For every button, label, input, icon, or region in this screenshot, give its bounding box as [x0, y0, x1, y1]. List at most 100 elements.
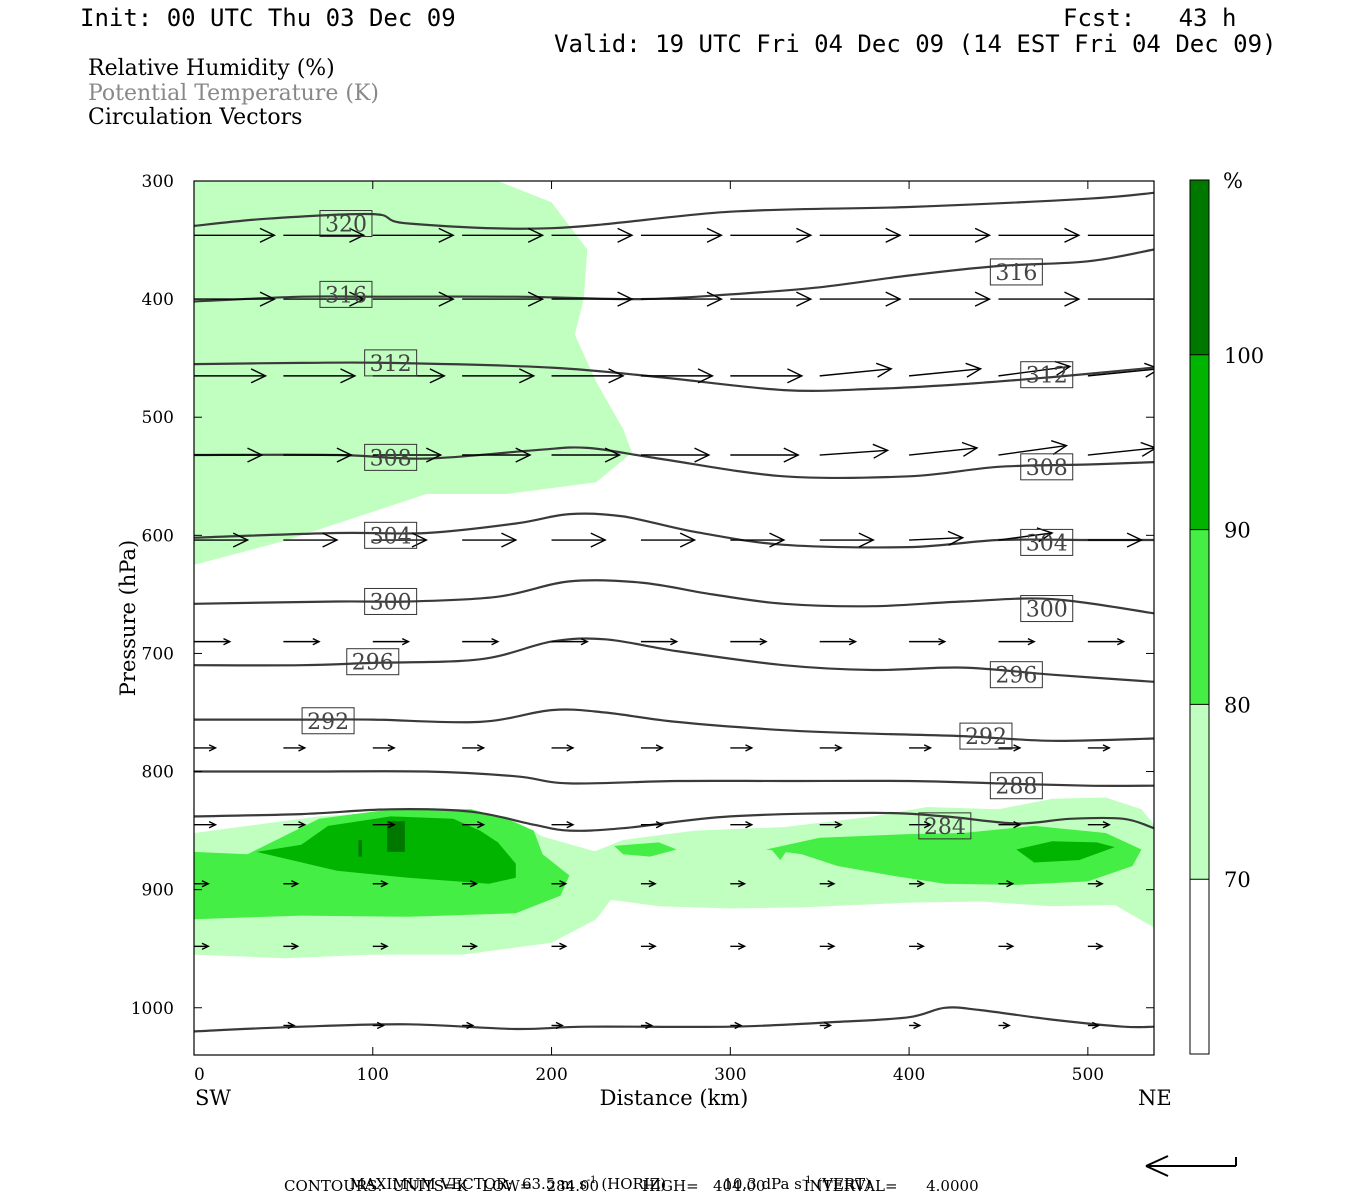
vector-head	[655, 820, 665, 829]
vector-shaft	[1087, 368, 1154, 377]
valid-time: Valid: 19 UTC Fri 04 Dec 09 (14 EST Fri …	[554, 30, 1277, 58]
vector-head	[1144, 362, 1154, 378]
contour-label-284: 284	[918, 812, 972, 840]
vector-head	[827, 942, 836, 951]
circulation-vector	[372, 820, 396, 829]
circulation-vector	[462, 447, 532, 463]
circulation-vector	[1087, 1021, 1101, 1030]
vector-head	[387, 744, 396, 752]
vector-head	[223, 637, 232, 646]
vector-shaft	[998, 444, 1067, 456]
circulation-vector	[640, 532, 697, 548]
circulation-vector	[909, 637, 947, 646]
circulation-vector	[998, 291, 1081, 307]
circulation-vector	[909, 441, 979, 457]
vector-head	[823, 1021, 833, 1030]
colorbar-segment	[1190, 704, 1209, 880]
contour-label-box	[301, 707, 355, 735]
colorbar-segment	[1190, 180, 1209, 355]
circulation-vector	[730, 820, 754, 829]
circulation-vector	[283, 820, 307, 829]
vector-head	[429, 368, 446, 384]
colorbar-label: 90	[1224, 519, 1251, 543]
vector-head	[961, 441, 979, 457]
circulation-vector	[283, 291, 366, 307]
contour-label-box	[364, 587, 418, 615]
circulation-vector	[730, 532, 786, 548]
vector-head	[466, 1021, 475, 1030]
vector-head	[201, 880, 210, 888]
theta-contour-300	[194, 579, 1154, 615]
vector-head	[617, 291, 634, 307]
circulation-vector	[283, 532, 339, 548]
vector-head	[476, 820, 486, 829]
colorbar-unit: %	[1223, 169, 1243, 193]
circulation-vector	[551, 942, 568, 951]
circulation-vector	[1087, 291, 1154, 307]
contour-label-text: 320	[325, 213, 367, 238]
contour-label-box	[319, 210, 373, 238]
contour-label-312-right: 312	[1020, 361, 1074, 389]
circulation-vector	[909, 530, 965, 546]
circulation-vector	[194, 880, 210, 888]
circulation-vector	[819, 942, 836, 951]
colorbar-segment	[1190, 354, 1209, 530]
circulation-vector	[819, 532, 875, 548]
rh-80-90-low-mid	[614, 842, 677, 857]
vector-head	[1054, 360, 1072, 376]
vector-head	[645, 1021, 654, 1030]
circulation-vector	[998, 360, 1072, 377]
circulation-vector	[194, 227, 277, 243]
vector-head	[515, 447, 532, 463]
circulation-vector	[194, 820, 218, 829]
circulation-vector	[194, 447, 264, 463]
contour-label-box	[1020, 361, 1074, 389]
circulation-vector	[819, 227, 902, 243]
circulation-vector	[909, 820, 933, 829]
contour-label-text: 292	[965, 725, 1007, 750]
vector-head	[834, 820, 843, 829]
vector-head	[913, 1021, 922, 1030]
contour-label-box	[989, 661, 1043, 689]
vector-shaft	[1087, 447, 1154, 456]
circulation-vector	[640, 291, 724, 307]
vector-head	[438, 291, 455, 307]
circulation-vector	[372, 942, 389, 951]
vector-head	[679, 532, 697, 548]
vector-shaft	[998, 532, 1053, 541]
vector-head	[1126, 532, 1144, 548]
vector-head	[247, 447, 264, 463]
vector-head	[559, 880, 568, 888]
y-tick-label: 300	[142, 172, 174, 192]
y-tick-label: 500	[142, 408, 174, 428]
vector-head	[349, 291, 366, 307]
legend-circulation-vectors: Circulation Vectors	[88, 105, 303, 130]
vert-exponent: -1	[801, 1175, 812, 1186]
contours-info: CONTOURS: UNITS=K LOW= 284.00 HIGH= 404.…	[284, 1177, 979, 1195]
circulation-vector	[372, 227, 455, 243]
contour-label-text: 308	[370, 446, 412, 471]
circulation-vector	[462, 637, 500, 646]
vector-head	[1013, 820, 1022, 829]
circulation-vector	[462, 744, 486, 752]
vector-head	[783, 447, 800, 463]
vector-head	[590, 532, 607, 548]
circulation-vector	[640, 368, 715, 384]
circulation-vector	[194, 942, 210, 951]
vert-value: 10.3 dPa s	[723, 1175, 802, 1193]
circulation-vector	[372, 447, 443, 463]
vector-head	[1102, 744, 1111, 752]
contour-label-box	[989, 772, 1043, 800]
circulation-vector	[640, 227, 724, 243]
vector-head	[875, 362, 893, 378]
vector-head	[250, 368, 268, 384]
vector-head	[796, 291, 813, 307]
circulation-vector	[730, 942, 747, 951]
vector-head	[1153, 228, 1154, 243]
vector-head	[380, 880, 389, 888]
circulation-vector	[551, 291, 634, 307]
y-tick-label: 400	[142, 290, 174, 310]
contour-label-312: 312	[364, 349, 418, 377]
circulation-vector	[283, 744, 307, 752]
contour-label-288: 288	[989, 772, 1043, 800]
